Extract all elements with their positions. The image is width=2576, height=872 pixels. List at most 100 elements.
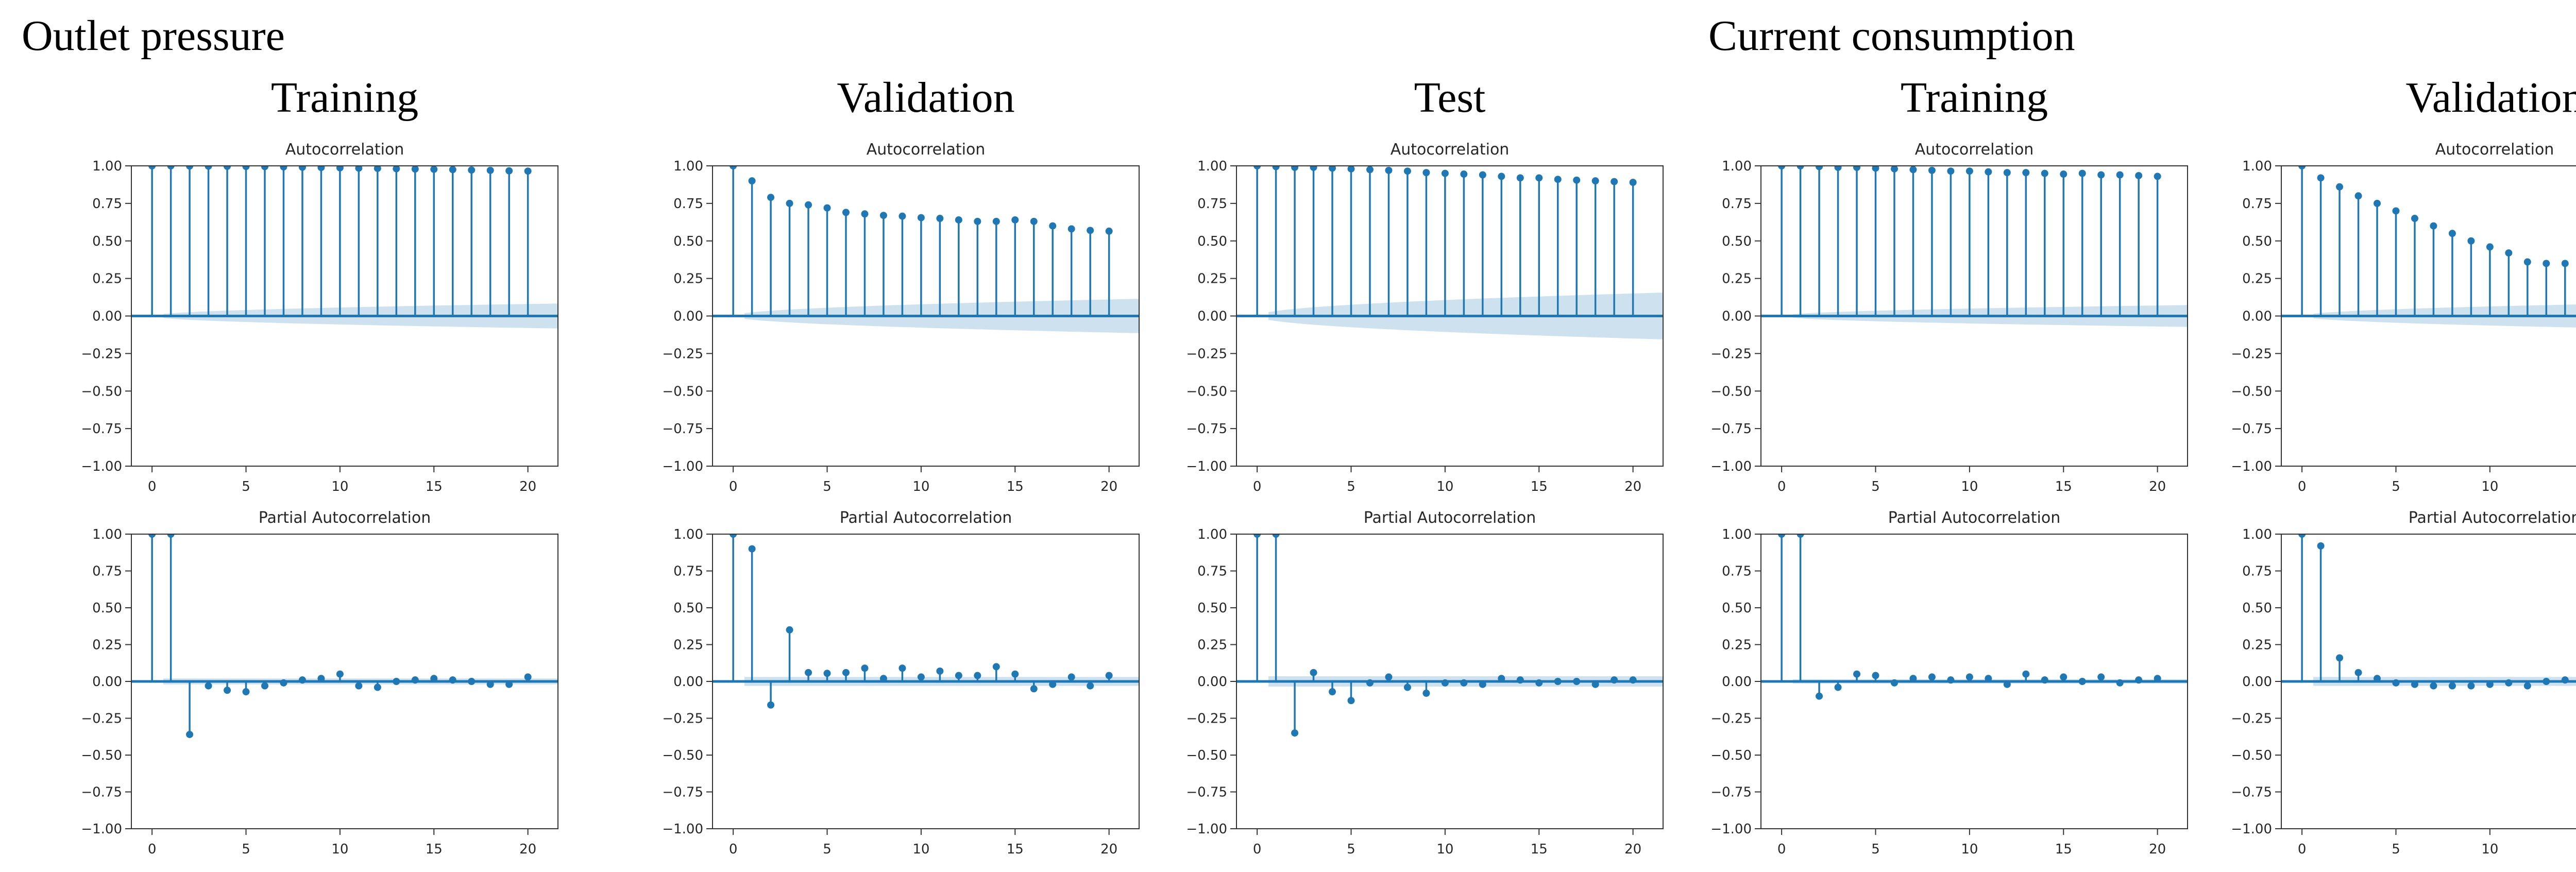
subplot-title: Autocorrelation xyxy=(285,141,404,159)
y-tick-label: 1.00 xyxy=(92,527,122,542)
y-tick-label: −0.25 xyxy=(2231,346,2272,362)
plot-current-consumption-validation-autocorrelation: 1.00 0.75 0.50 0.25 0.00 −0.25 −0.50 −0.75 −1.00… xyxy=(2217,134,2576,509)
y-tick-label: 0.50 xyxy=(1197,601,1227,616)
stem-plot-svg: 1.00 0.75 0.50 0.25 0.00 −0.25 −0.50 −0.75 −1.00… xyxy=(1186,509,1664,857)
y-tick-label: −0.50 xyxy=(662,748,703,763)
y-tick-label: 0.25 xyxy=(673,638,703,653)
stem-plot-svg: 1.00 0.75 0.50 0.25 0.00 −0.25 −0.50 −0.75 −1.00… xyxy=(1710,141,2188,494)
plot-outlet-pressure-training-autocorrelation: 1.00 0.75 0.50 0.25 0.00 −0.25 −0.50 −0.75 −1.00… xyxy=(67,134,573,509)
x-tick-label: 15 xyxy=(1531,479,1548,494)
subplot-title: Autocorrelation xyxy=(867,141,986,159)
x-tick-label: 10 xyxy=(331,842,348,857)
x-tick-label: 5 xyxy=(1871,479,1880,494)
y-tick-label: 0.25 xyxy=(92,638,122,653)
x-tick-label: 5 xyxy=(1871,842,1880,857)
x-tick-label: 0 xyxy=(1777,842,1786,857)
y-tick-label: 0.50 xyxy=(673,234,703,249)
subplot-title: Partial Autocorrelation xyxy=(1364,509,1536,527)
y-tick-label: 0.75 xyxy=(92,196,122,212)
y-tick-label: 0.50 xyxy=(1722,601,1752,616)
x-tick-label: 0 xyxy=(148,479,157,494)
y-tick-label: −1.00 xyxy=(662,459,703,474)
stem-plot-svg: 1.00 0.75 0.50 0.25 0.00 −0.25 −0.50 −0.75 −1.00… xyxy=(2231,141,2576,494)
y-tick-label: −1.00 xyxy=(1710,822,1752,837)
y-tick-label: −0.25 xyxy=(1710,346,1752,362)
y-tick-label: −1.00 xyxy=(1710,459,1752,474)
y-tick-label: 1.00 xyxy=(2242,159,2272,174)
x-tick-label: 15 xyxy=(426,842,443,857)
y-tick-label: −1.00 xyxy=(1186,459,1227,474)
stem-plot-svg: 1.00 0.75 0.50 0.25 0.00 −0.25 −0.50 −0.75 −1.00… xyxy=(81,141,558,494)
y-tick-label: −0.50 xyxy=(1710,384,1752,399)
stem-plot-svg: 1.00 0.75 0.50 0.25 0.00 −0.25 −0.50 −0.75 −1.00… xyxy=(2231,509,2576,857)
y-tick-label: 0.25 xyxy=(1722,271,1752,287)
y-tick-label: 0.25 xyxy=(1197,638,1227,653)
x-tick-label: 10 xyxy=(1961,842,1978,857)
column-header-outlet-test: Test xyxy=(1414,74,1486,122)
x-tick-label: 10 xyxy=(331,479,348,494)
x-tick-label: 10 xyxy=(2481,842,2498,857)
y-tick-label: −1.00 xyxy=(81,822,122,837)
y-tick-label: −0.25 xyxy=(662,346,703,362)
y-tick-label: −0.75 xyxy=(1186,421,1227,437)
plot-outlet-pressure-validation-autocorrelation: 1.00 0.75 0.50 0.25 0.00 −0.25 −0.50 −0.75 −1.00… xyxy=(648,134,1155,509)
y-tick-label: 0.00 xyxy=(2242,309,2272,324)
x-tick-label: 0 xyxy=(2298,479,2307,494)
y-tick-label: −0.50 xyxy=(2231,748,2272,763)
y-tick-label: −0.50 xyxy=(81,384,122,399)
x-tick-label: 5 xyxy=(1347,842,1355,857)
y-tick-label: 0.00 xyxy=(2242,674,2272,690)
x-tick-label: 20 xyxy=(1100,842,1117,857)
y-tick-label: −0.75 xyxy=(81,421,122,437)
x-tick-label: 5 xyxy=(2392,479,2400,494)
y-tick-label: 1.00 xyxy=(1722,159,1752,174)
y-tick-label: 0.50 xyxy=(1197,234,1227,249)
y-tick-label: 0.00 xyxy=(1722,309,1752,324)
plot-current-consumption-training-autocorrelation: 1.00 0.75 0.50 0.25 0.00 −0.25 −0.50 −0.75 −1.00… xyxy=(1697,134,2203,509)
subplot-title: Partial Autocorrelation xyxy=(1888,509,2060,527)
subplot-title: Partial Autocorrelation xyxy=(2409,509,2576,527)
x-tick-label: 20 xyxy=(2149,479,2166,494)
y-tick-label: 0.50 xyxy=(1722,234,1752,249)
y-tick-label: 1.00 xyxy=(1197,527,1227,542)
x-tick-label: 15 xyxy=(2575,479,2576,494)
y-tick-label: 1.00 xyxy=(92,159,122,174)
y-tick-label: 0.25 xyxy=(1197,271,1227,287)
column-header-current-training: Training xyxy=(1900,74,2048,122)
stem-plot-svg: 1.00 0.75 0.50 0.25 0.00 −0.25 −0.50 −0.75 −1.00… xyxy=(81,509,558,857)
y-tick-label: −0.25 xyxy=(81,346,122,362)
x-tick-label: 0 xyxy=(1253,842,1262,857)
y-tick-label: 0.75 xyxy=(1722,196,1752,212)
x-tick-label: 0 xyxy=(729,842,738,857)
y-tick-label: 0.75 xyxy=(2242,196,2272,212)
y-tick-label: 0.50 xyxy=(92,601,122,616)
y-tick-label: −1.00 xyxy=(2231,822,2272,837)
x-tick-label: 5 xyxy=(242,479,250,494)
column-header-current-validation: Validation xyxy=(2405,74,2576,122)
y-tick-label: −0.75 xyxy=(2231,785,2272,800)
x-tick-label: 0 xyxy=(148,842,157,857)
y-tick-label: −0.50 xyxy=(1710,748,1752,763)
y-tick-label: −1.00 xyxy=(1186,822,1227,837)
x-tick-label: 20 xyxy=(1624,842,1641,857)
x-tick-label: 10 xyxy=(912,479,929,494)
y-tick-label: 0.75 xyxy=(1722,564,1752,579)
x-tick-label: 10 xyxy=(1436,842,1453,857)
section-title-current-consumption: Current consumption xyxy=(1708,12,2075,60)
x-tick-label: 20 xyxy=(1624,479,1641,494)
x-tick-label: 20 xyxy=(2149,842,2166,857)
x-tick-label: 20 xyxy=(1100,479,1117,494)
x-tick-label: 20 xyxy=(519,842,536,857)
y-tick-label: 0.50 xyxy=(92,234,122,249)
y-tick-label: 1.00 xyxy=(1197,159,1227,174)
y-tick-label: −0.75 xyxy=(662,785,703,800)
subplot-title: Partial Autocorrelation xyxy=(259,509,431,527)
stem-plot-svg: 1.00 0.75 0.50 0.25 0.00 −0.25 −0.50 −0.75 −1.00… xyxy=(1186,141,1664,494)
x-tick-label: 0 xyxy=(1777,479,1786,494)
x-tick-label: 10 xyxy=(912,842,929,857)
y-tick-label: −0.25 xyxy=(81,711,122,727)
y-tick-label: −0.75 xyxy=(2231,421,2272,437)
plot-outlet-pressure-test-autocorrelation: 1.00 0.75 0.50 0.25 0.00 −0.25 −0.50 −0.75 −1.00… xyxy=(1172,134,1679,509)
x-tick-label: 5 xyxy=(1347,479,1355,494)
